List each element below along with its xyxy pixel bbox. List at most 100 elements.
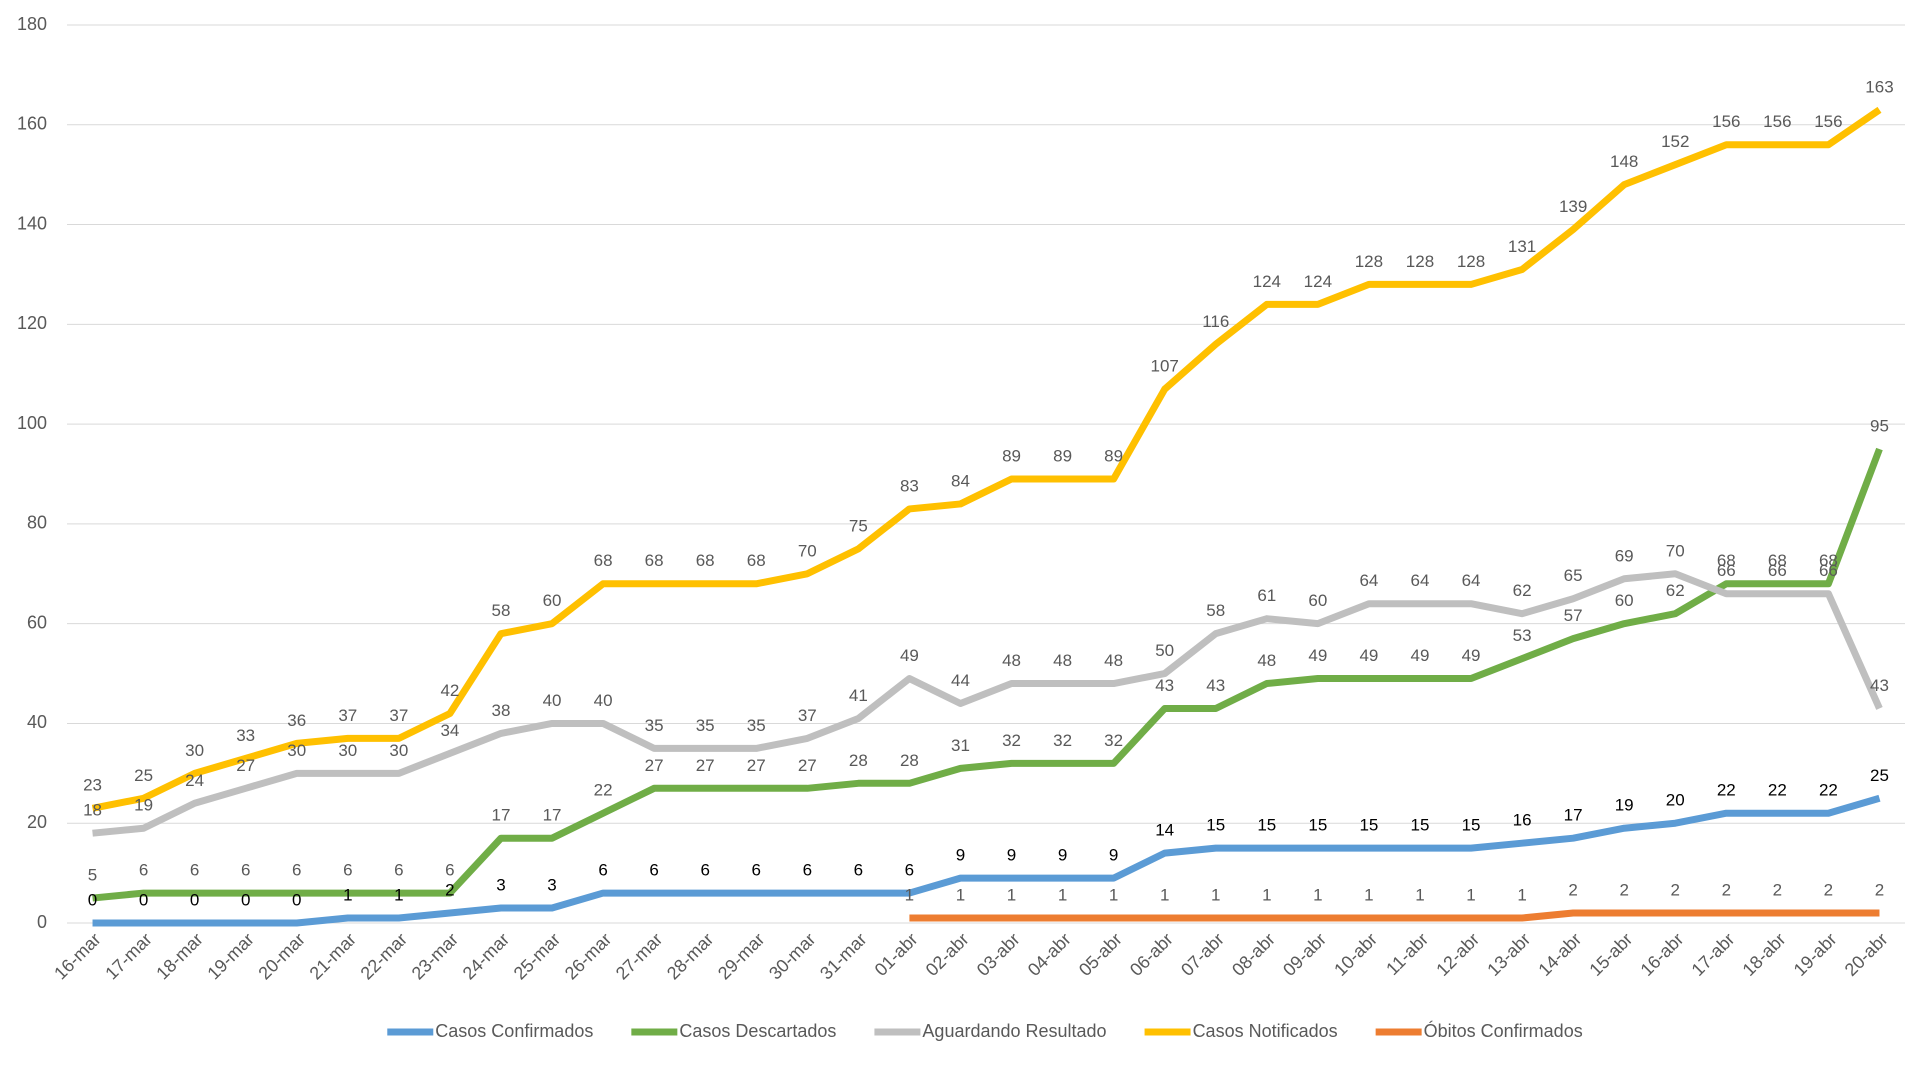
data-label: 23 <box>83 776 102 795</box>
data-label: 35 <box>645 716 664 735</box>
data-label: 1 <box>394 885 403 904</box>
data-label: 62 <box>1666 581 1685 600</box>
data-label: 22 <box>1819 781 1838 800</box>
x-tick-label: 23-mar <box>408 929 462 983</box>
data-label: 1 <box>1466 885 1475 904</box>
data-label: 60 <box>1308 591 1327 610</box>
data-label: 36 <box>287 711 306 730</box>
data-label: 6 <box>598 861 607 880</box>
data-label: 1 <box>1211 885 1220 904</box>
data-label: 48 <box>1104 651 1123 670</box>
data-label: 128 <box>1355 252 1383 271</box>
data-label: 38 <box>492 701 511 720</box>
data-label: 0 <box>241 890 250 909</box>
data-label: 40 <box>594 691 613 710</box>
data-label: 70 <box>798 541 817 560</box>
data-label: 6 <box>190 861 199 880</box>
data-label: 75 <box>849 516 868 535</box>
x-tick-label: 01-abr <box>871 929 922 980</box>
data-label: 163 <box>1865 77 1893 96</box>
data-label: 152 <box>1661 132 1689 151</box>
series-line <box>91 106 1882 812</box>
data-label: 68 <box>645 551 664 570</box>
y-tick-label: 20 <box>27 812 47 832</box>
legend-label: Casos Confirmados <box>435 1021 593 1041</box>
data-label: 49 <box>1462 646 1481 665</box>
data-label: 48 <box>1053 651 1072 670</box>
data-label: 66 <box>1717 561 1736 580</box>
data-label: 156 <box>1712 112 1740 131</box>
data-label: 107 <box>1151 357 1179 376</box>
x-tick-label: 26-mar <box>561 929 615 983</box>
legend-label: Óbitos Confirmados <box>1424 1020 1583 1041</box>
legend-label: Casos Notificados <box>1193 1021 1338 1041</box>
data-label: 17 <box>543 806 562 825</box>
y-tick-label: 80 <box>27 513 47 533</box>
x-tick-label: 30-mar <box>765 929 819 983</box>
data-label: 22 <box>594 781 613 800</box>
data-label: 57 <box>1564 606 1583 625</box>
x-tick-label: 03-abr <box>973 929 1024 980</box>
x-tick-label: 16-mar <box>50 929 104 983</box>
data-label: 14 <box>1155 821 1174 840</box>
data-label: 1 <box>905 885 914 904</box>
data-label: 49 <box>1308 646 1327 665</box>
y-tick-label: 180 <box>17 14 47 34</box>
data-label: 89 <box>1104 446 1123 465</box>
data-label: 1 <box>1262 885 1271 904</box>
x-tick-label: 28-mar <box>663 929 717 983</box>
data-label: 53 <box>1513 626 1532 645</box>
data-label: 9 <box>956 846 965 865</box>
data-label: 6 <box>854 861 863 880</box>
data-label: 64 <box>1411 571 1430 590</box>
data-label: 17 <box>492 806 511 825</box>
data-label: 84 <box>951 471 970 490</box>
data-label: 148 <box>1610 152 1638 171</box>
x-tick-label: 15-abr <box>1585 929 1636 980</box>
x-tick-label: 06-abr <box>1126 929 1177 980</box>
series-line <box>92 447 1883 902</box>
data-label: 50 <box>1155 641 1174 660</box>
data-label: 6 <box>445 861 454 880</box>
x-tick-label: 19-mar <box>203 929 257 983</box>
data-label: 95 <box>1870 417 1889 436</box>
data-label: 37 <box>389 706 408 725</box>
x-tick-label: 02-abr <box>922 929 973 980</box>
data-label: 62 <box>1513 581 1532 600</box>
data-label: 68 <box>747 551 766 570</box>
data-label: 25 <box>134 766 153 785</box>
data-label: 9 <box>1109 846 1118 865</box>
y-tick-label: 60 <box>27 612 47 632</box>
data-label: 0 <box>292 890 301 909</box>
data-label: 64 <box>1359 571 1378 590</box>
x-tick-label: 19-abr <box>1790 929 1841 980</box>
data-label: 15 <box>1462 816 1481 835</box>
x-tick-label: 18-mar <box>152 929 206 983</box>
data-label: 6 <box>139 861 148 880</box>
data-label: 66 <box>1819 561 1838 580</box>
data-label: 41 <box>849 686 868 705</box>
data-label: 27 <box>747 756 766 775</box>
data-label: 2 <box>1671 881 1680 900</box>
data-label: 2 <box>1824 881 1833 900</box>
data-label: 6 <box>343 861 352 880</box>
x-tick-label: 18-abr <box>1739 929 1790 980</box>
data-label: 19 <box>1615 796 1634 815</box>
data-label: 156 <box>1814 112 1842 131</box>
data-label: 70 <box>1666 541 1685 560</box>
data-label: 83 <box>900 476 919 495</box>
data-label: 3 <box>547 876 556 895</box>
data-label: 131 <box>1508 237 1536 256</box>
data-label: 124 <box>1253 272 1281 291</box>
data-label: 89 <box>1002 446 1021 465</box>
data-label: 9 <box>1007 846 1016 865</box>
data-label: 116 <box>1202 312 1229 331</box>
data-label: 44 <box>951 671 970 690</box>
data-label: 15 <box>1359 816 1378 835</box>
x-tick-label: 24-mar <box>459 929 513 983</box>
data-label: 27 <box>798 756 817 775</box>
data-label: 30 <box>185 741 204 760</box>
data-label: 6 <box>905 861 914 880</box>
data-label: 42 <box>440 681 459 700</box>
